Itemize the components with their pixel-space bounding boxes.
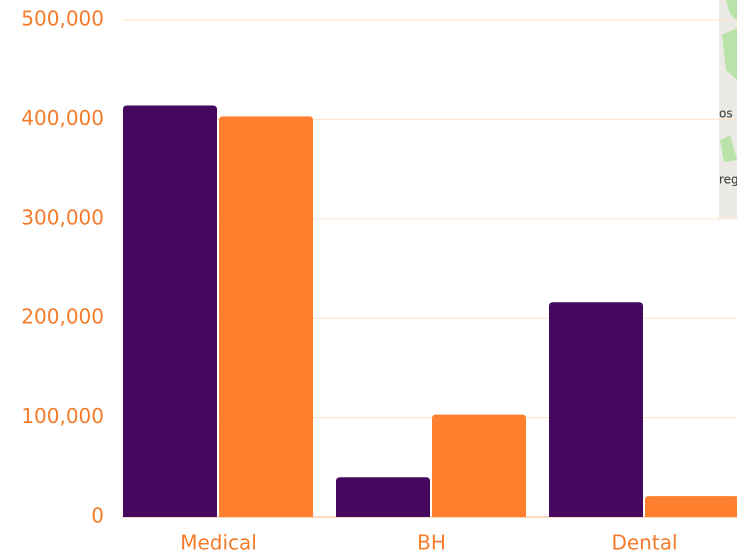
x-tick-label: Medical xyxy=(180,531,257,555)
map-park xyxy=(722,28,737,80)
y-tick-label: 500,000 xyxy=(21,7,104,31)
y-tick-label: 200,000 xyxy=(21,305,104,329)
y-tick-label: 0 xyxy=(91,504,104,528)
bar xyxy=(219,116,313,517)
bar xyxy=(336,477,430,517)
x-tick-label: BH xyxy=(417,531,446,555)
bar xyxy=(549,302,643,517)
bar xyxy=(123,105,217,517)
bar xyxy=(645,496,737,517)
map-label: reg xyxy=(719,173,737,187)
bar xyxy=(432,414,526,517)
y-tick-label: 400,000 xyxy=(21,106,104,130)
y-tick-label: 300,000 xyxy=(21,205,104,229)
map-label: os xyxy=(719,107,733,121)
map-fragment: os reg xyxy=(719,0,737,218)
map-park xyxy=(726,0,737,20)
y-tick-label: 100,000 xyxy=(21,404,104,428)
x-tick-label: Dental xyxy=(611,531,677,555)
map-park xyxy=(720,135,737,162)
